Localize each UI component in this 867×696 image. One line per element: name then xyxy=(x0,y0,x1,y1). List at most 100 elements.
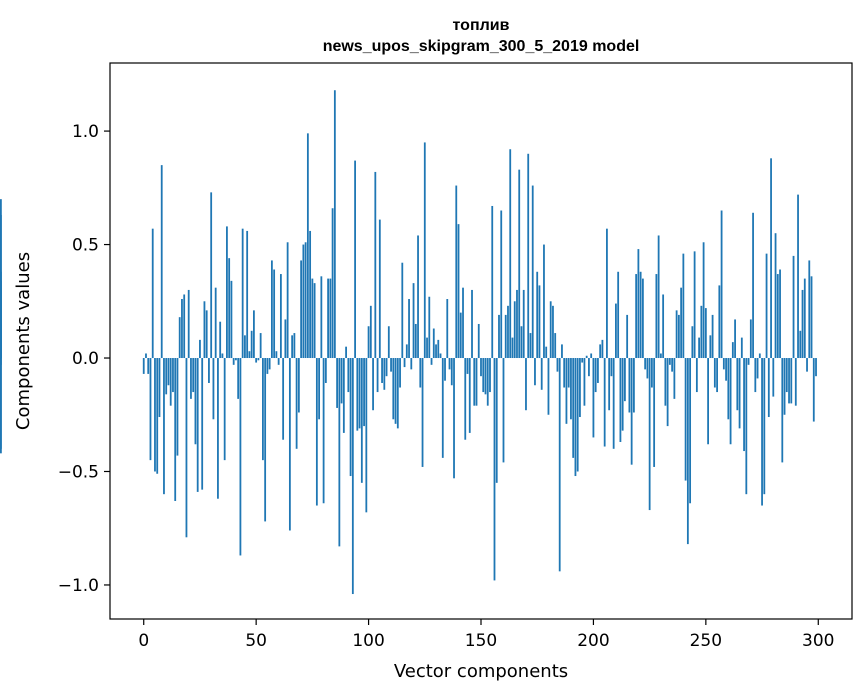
bar xyxy=(626,314,629,359)
bar xyxy=(502,358,505,463)
bar xyxy=(812,358,815,422)
bar xyxy=(498,314,500,359)
x-tick-label: 150 xyxy=(465,631,497,651)
bar xyxy=(356,358,359,431)
bar xyxy=(745,358,748,495)
bar xyxy=(680,287,683,359)
bar xyxy=(700,305,703,359)
bar xyxy=(641,278,644,359)
bar xyxy=(473,358,476,406)
bar xyxy=(172,358,174,393)
bar xyxy=(304,242,307,359)
bar xyxy=(286,242,289,359)
bar xyxy=(520,326,523,359)
bar xyxy=(421,358,424,467)
bar xyxy=(763,358,766,495)
bar xyxy=(525,358,527,411)
bar xyxy=(615,303,617,359)
bar xyxy=(351,358,354,595)
bar xyxy=(403,358,406,368)
bar xyxy=(196,358,199,492)
bar xyxy=(441,358,444,458)
bar xyxy=(644,358,647,370)
bar xyxy=(574,358,577,477)
bar xyxy=(185,358,188,538)
bar xyxy=(747,358,750,365)
bar xyxy=(792,255,795,359)
bar xyxy=(414,323,417,359)
bar xyxy=(367,326,370,359)
bar xyxy=(480,358,482,377)
bar xyxy=(365,358,368,513)
bar xyxy=(419,358,422,388)
bar xyxy=(264,358,267,522)
bar xyxy=(430,358,433,365)
bar xyxy=(475,358,478,406)
bar xyxy=(547,358,550,415)
bar xyxy=(309,230,312,359)
bar xyxy=(698,337,700,359)
bar xyxy=(396,358,399,429)
bar xyxy=(237,358,240,399)
bar xyxy=(399,358,401,388)
bar xyxy=(363,358,365,427)
bar xyxy=(142,358,145,374)
bar xyxy=(383,358,386,390)
bar xyxy=(655,274,658,359)
bar xyxy=(534,358,536,386)
bar xyxy=(709,335,712,359)
bar xyxy=(273,269,276,359)
bar xyxy=(736,358,739,411)
bar xyxy=(477,323,480,359)
bar xyxy=(774,233,777,359)
bar xyxy=(462,287,464,359)
bar xyxy=(522,289,525,359)
bar xyxy=(671,358,674,372)
bar xyxy=(259,333,262,359)
bar xyxy=(637,249,640,359)
bar xyxy=(248,351,251,359)
bar xyxy=(284,319,287,359)
bar xyxy=(540,358,543,390)
bar xyxy=(486,358,489,406)
bar xyxy=(381,358,383,383)
bar xyxy=(781,358,784,463)
bar xyxy=(468,358,471,433)
bar xyxy=(241,228,244,359)
bar xyxy=(194,358,197,445)
bar xyxy=(693,251,696,359)
bar xyxy=(178,317,181,359)
bar xyxy=(275,351,278,359)
bar xyxy=(743,358,745,452)
bar xyxy=(410,358,413,370)
bar xyxy=(702,242,705,359)
bar xyxy=(673,358,676,399)
bar xyxy=(0,280,2,359)
bar xyxy=(279,274,282,359)
bar xyxy=(239,358,242,556)
bar xyxy=(219,321,222,359)
bar xyxy=(664,358,667,406)
plot-frame xyxy=(109,62,853,620)
bar xyxy=(740,337,743,359)
y-tick-label: 0.5 xyxy=(72,236,99,256)
bar xyxy=(149,358,152,461)
x-tick-label: 50 xyxy=(245,631,267,651)
bar xyxy=(345,346,347,359)
bar xyxy=(288,358,291,531)
bar xyxy=(282,358,285,440)
bar xyxy=(358,358,361,429)
y-tick-label: 1.0 xyxy=(72,122,99,142)
bar xyxy=(158,358,161,418)
x-tick-label: 100 xyxy=(352,631,384,651)
bar xyxy=(633,358,635,413)
bar xyxy=(675,310,678,359)
bar xyxy=(686,358,689,545)
bar xyxy=(426,337,428,359)
bar xyxy=(513,301,516,359)
bar xyxy=(255,358,258,363)
bar xyxy=(174,358,177,501)
y-tick-label: −1.0 xyxy=(58,576,99,596)
bar xyxy=(563,358,566,388)
